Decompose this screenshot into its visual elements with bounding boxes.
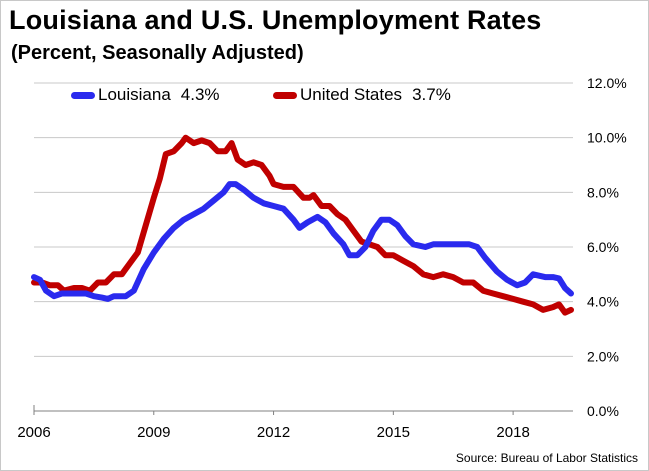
series-line-louisiana xyxy=(31,181,574,302)
legend-label-united-states: United States xyxy=(300,85,403,104)
x-tick-label: 2006 xyxy=(17,424,50,441)
gridlines xyxy=(34,82,573,357)
y-tick-label: 10.0% xyxy=(587,130,627,146)
chart-legend: Louisiana 4.3% United States 3.7% xyxy=(1,85,561,109)
legend-item-louisiana: Louisiana 4.3% xyxy=(71,85,220,105)
x-tick-label: 2015 xyxy=(377,424,410,441)
y-tick-label: 8.0% xyxy=(587,184,619,200)
source-note: Source: Bureau of Labor Statistics xyxy=(455,451,638,465)
x-tick-label: 2018 xyxy=(496,424,529,441)
legend-label-louisiana: Louisiana xyxy=(98,85,171,104)
series-line-united-states xyxy=(31,134,574,316)
x-tick-label: 2012 xyxy=(257,424,290,441)
legend-swatch-louisiana xyxy=(71,91,95,99)
legend-item-united-states: United States 3.7% xyxy=(273,85,451,105)
y-tick-label: 6.0% xyxy=(587,239,619,255)
legend-value-united-states: 3.7% xyxy=(412,85,451,104)
legend-value-louisiana: 4.3% xyxy=(180,85,220,104)
x-tick-label: 2009 xyxy=(137,424,170,441)
y-tick-label: 2.0% xyxy=(587,348,619,364)
legend-swatch-united-states xyxy=(273,91,297,99)
y-tick-label: 12.0% xyxy=(587,75,627,91)
chart-subtitle: (Percent, Seasonally Adjusted) xyxy=(11,42,304,64)
tick-labels: 0.0% 2.0% 4.0% 6.0% 8.0% 10.0% 12.0% 2006 2009 20… xyxy=(17,75,626,441)
y-tick-label: 0.0% xyxy=(587,403,619,419)
chart-title: Louisiana and U.S. Unemployment Rates xyxy=(9,5,542,35)
axes xyxy=(33,405,573,415)
series-lines xyxy=(31,134,574,316)
y-tick-label: 4.0% xyxy=(587,294,619,310)
